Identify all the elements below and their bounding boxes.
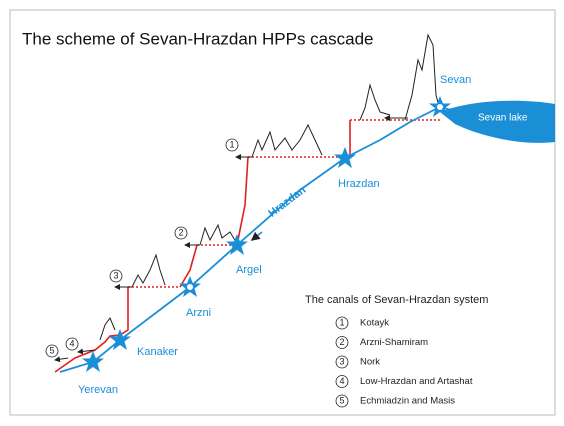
station-label: Arzni [186, 307, 211, 319]
station-center [437, 104, 443, 110]
station-label: Sevan [440, 74, 471, 86]
river [59, 106, 459, 373]
station-label: Kanaker [137, 346, 178, 358]
legend-circle [335, 394, 349, 408]
legend-number: 5 [339, 395, 344, 405]
station-center [187, 284, 193, 290]
legend-circle [335, 336, 349, 349]
legend-label: Arzni-Shamiram [360, 337, 428, 348]
lake [440, 100, 555, 143]
legend-number: 3 [339, 356, 344, 366]
canal-marker: 5 [49, 345, 54, 355]
legend-circle [335, 316, 349, 330]
legend-number: 1 [339, 317, 344, 327]
legend-label: Echmiadzin and Masis [360, 396, 455, 407]
legend-number: 4 [339, 376, 344, 386]
canal-marker: 3 [113, 270, 118, 280]
frame [9, 9, 556, 416]
title: The scheme of Sevan-Hrazdan HPPs cascade [22, 29, 374, 48]
legend-label: Low-Hrazdan and Artashat [360, 376, 473, 387]
legend-label: Kotayk [360, 318, 389, 329]
canals [54, 119, 440, 373]
station-label: Argel [236, 264, 262, 276]
legend-number: 2 [339, 337, 344, 347]
mountains [99, 33, 441, 341]
lake-label: Sevan lake [478, 113, 528, 124]
canal-arrows [54, 115, 408, 363]
station-label: Hrazdan [338, 178, 380, 190]
legend: 1 Kotayk 2 Arzni-Shamiram 3 Nork 4 Low-Hrazdan … [335, 316, 473, 408]
legend-title: The canals of Sevan-Hrazdan system [305, 294, 488, 306]
canal-marker: 1 [229, 139, 234, 149]
canal-marker: 4 [69, 338, 74, 348]
river-arrow [250, 231, 263, 241]
canal-marker-circles [45, 138, 239, 358]
legend-circle [335, 375, 349, 388]
station-label: Yerevan [78, 384, 118, 396]
legend-label: Nork [360, 357, 380, 368]
legend-circle [335, 355, 349, 369]
canal-marker: 2 [178, 227, 183, 237]
